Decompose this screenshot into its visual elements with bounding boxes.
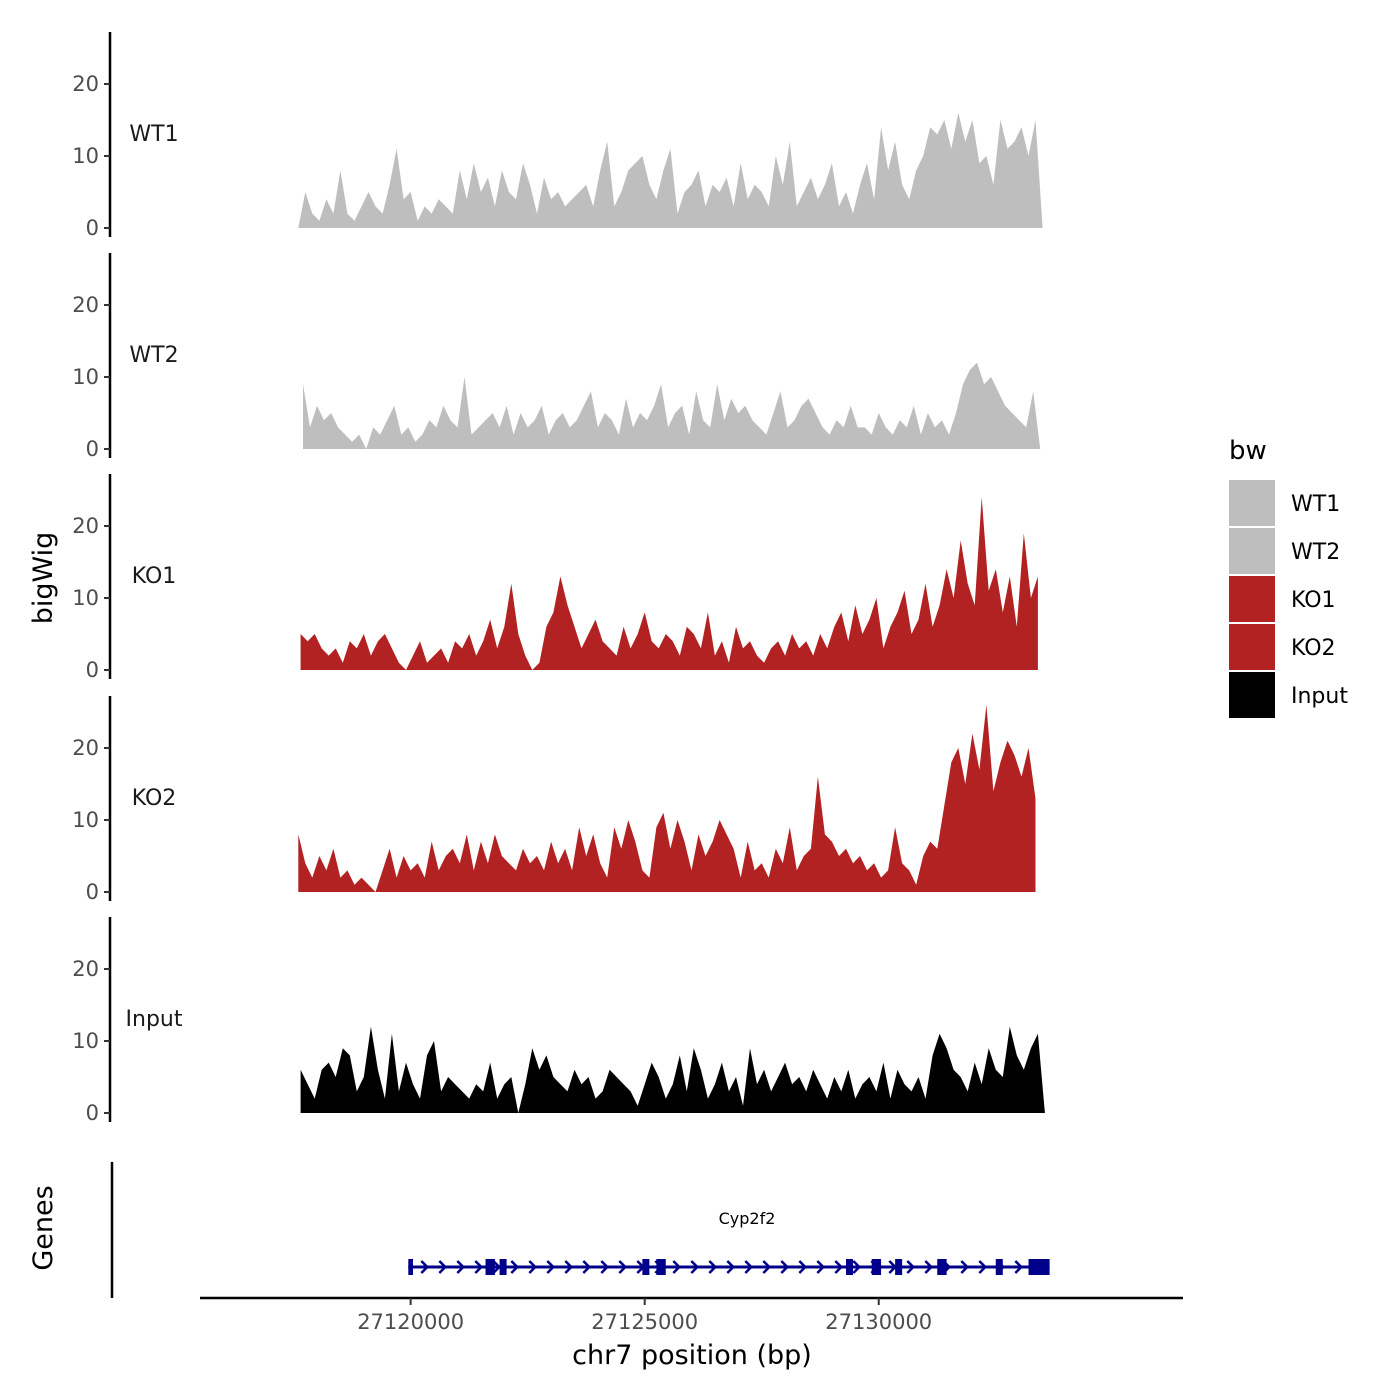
gene-exon — [895, 1259, 903, 1275]
strand-arrow — [924, 1260, 934, 1274]
y-tick-label: 10 — [72, 144, 99, 168]
legend-label-input: Input — [1291, 684, 1348, 709]
legend-swatch-wt2 — [1229, 528, 1275, 574]
track-label-ko1: KO1 — [132, 564, 177, 589]
strand-arrow — [438, 1260, 448, 1274]
signal-area-ko1 — [300, 497, 1038, 670]
strand-arrow — [600, 1260, 610, 1274]
strand-arrow — [528, 1260, 538, 1274]
strand-arrow — [564, 1260, 574, 1274]
y-tick-label: 20 — [72, 72, 99, 96]
gene-exon — [408, 1259, 413, 1275]
strand-arrow — [816, 1260, 826, 1274]
y-tick-label: 0 — [86, 880, 99, 904]
strand-arrow — [546, 1260, 556, 1274]
strand-arrow — [978, 1260, 988, 1274]
track-panels: 0 10 20 WT1 0 10 20 WT2 0 10 20 KO1 0 10 20 KO2 0 10 20 Inp… — [72, 32, 1045, 1125]
y-tick-label: 0 — [86, 658, 99, 682]
legend-swatch-wt1 — [1229, 480, 1275, 526]
signal-area-ko2 — [298, 704, 1036, 892]
x-tick-label: 27130000 — [825, 1310, 932, 1334]
track-panel-wt2: 0 10 20 WT2 — [72, 253, 1041, 461]
y-tick-label: 20 — [72, 957, 99, 981]
y-tick-label: 20 — [72, 736, 99, 760]
strand-arrow — [834, 1260, 844, 1274]
signal-area-input — [300, 1026, 1045, 1113]
gene-name-label: Cyp2f2 — [719, 1209, 776, 1228]
strand-arrow — [690, 1260, 700, 1274]
x-tick-label: 27125000 — [591, 1310, 698, 1334]
track-label-ko2: KO2 — [132, 786, 177, 811]
track-panel-input: 0 10 20 Input — [72, 917, 1045, 1125]
track-label-wt2: WT2 — [129, 343, 178, 368]
strand-arrow — [420, 1260, 430, 1274]
track-panel-ko1: 0 10 20 KO1 — [72, 474, 1038, 682]
signal-area-wt1 — [298, 112, 1043, 228]
track-label-input: Input — [126, 1007, 183, 1032]
strand-arrow — [708, 1260, 718, 1274]
x-axis-title: chr7 position (bp) — [572, 1340, 812, 1371]
strand-arrow — [510, 1260, 520, 1274]
strand-arrow — [618, 1260, 628, 1274]
strand-arrow — [852, 1260, 862, 1274]
y-tick-label: 0 — [86, 1101, 99, 1125]
gene-exon — [485, 1259, 495, 1275]
y-tick-label: 20 — [72, 293, 99, 317]
track-panel-wt1: 0 10 20 WT1 — [72, 32, 1043, 240]
gene-exon — [642, 1259, 650, 1275]
x-tick-label: 27120000 — [357, 1310, 464, 1334]
track-panel-ko2: 0 10 20 KO2 — [72, 696, 1036, 904]
legend-items: WT1 WT2 KO1 KO2 Input — [1229, 480, 1348, 718]
gene-exon — [499, 1259, 507, 1275]
strand-arrow — [456, 1260, 466, 1274]
strand-arrow — [780, 1260, 790, 1274]
strand-arrow — [1014, 1260, 1024, 1274]
legend-label-wt1: WT1 — [1291, 492, 1340, 517]
gene-track — [408, 1259, 1050, 1275]
y-tick-label: 0 — [86, 216, 99, 240]
strand-arrow — [492, 1260, 502, 1274]
gene-exon — [656, 1259, 666, 1275]
strand-arrow — [906, 1260, 916, 1274]
strand-arrow — [744, 1260, 754, 1274]
signal-area-wt2 — [303, 362, 1041, 449]
track-label-wt1: WT1 — [129, 122, 178, 147]
legend-label-ko1: KO1 — [1291, 588, 1336, 613]
y-tick-label: 10 — [72, 365, 99, 389]
genes-axis-title: Genes — [28, 1185, 59, 1270]
legend-swatch-input — [1229, 672, 1275, 718]
strand-arrow — [798, 1260, 808, 1274]
strand-arrow — [960, 1260, 970, 1274]
y-tick-label: 10 — [72, 808, 99, 832]
legend-label-ko2: KO2 — [1291, 636, 1336, 661]
y-axis-title: bigWig — [28, 532, 59, 625]
strand-arrow — [474, 1260, 484, 1274]
y-tick-label: 10 — [72, 1029, 99, 1053]
gene-exon — [995, 1259, 1003, 1275]
legend-swatch-ko1 — [1229, 576, 1275, 622]
x-axis-ticks: 27120000 27125000 27130000 — [357, 1298, 932, 1334]
y-tick-label: 0 — [86, 437, 99, 461]
legend-title: bw — [1229, 436, 1267, 466]
y-tick-label: 20 — [72, 514, 99, 538]
legend-swatch-ko2 — [1229, 624, 1275, 670]
strand-arrow — [762, 1260, 772, 1274]
gene-exon — [1028, 1259, 1050, 1275]
gene-exon — [871, 1259, 882, 1275]
gene-exon — [845, 1259, 853, 1275]
legend: bw WT1 WT2 KO1 KO2 Input — [1229, 436, 1348, 718]
gene-exon — [937, 1259, 947, 1275]
y-tick-label: 10 — [72, 586, 99, 610]
strand-arrow — [672, 1260, 682, 1274]
legend-label-wt2: WT2 — [1291, 540, 1340, 565]
strand-arrow — [582, 1260, 592, 1274]
strand-arrow — [726, 1260, 736, 1274]
